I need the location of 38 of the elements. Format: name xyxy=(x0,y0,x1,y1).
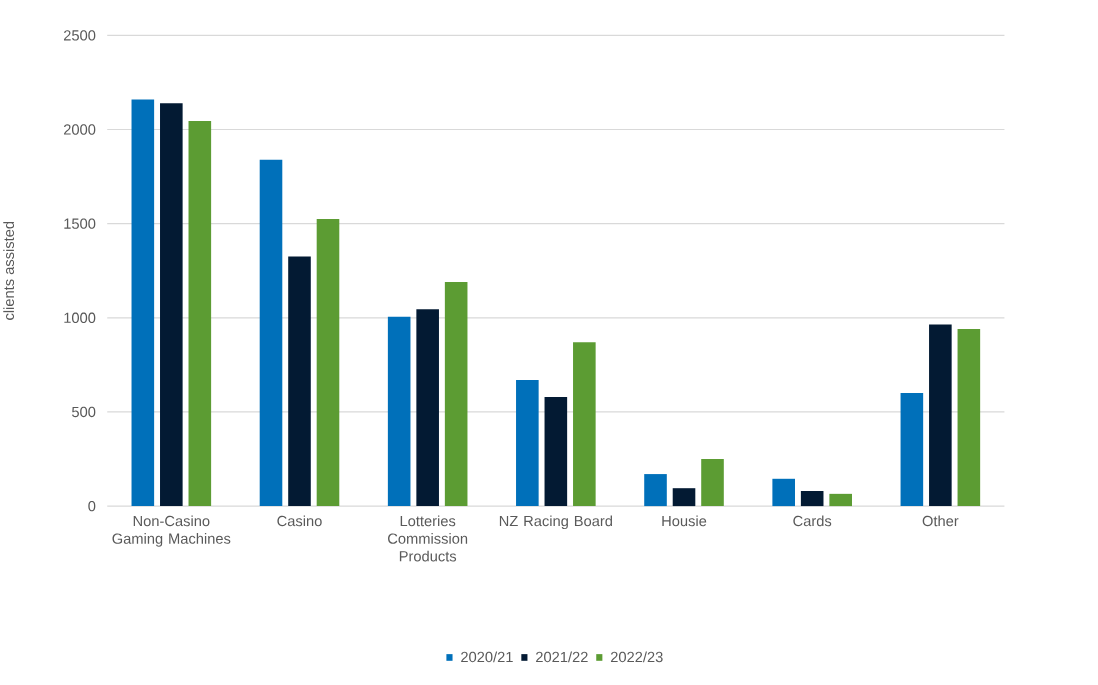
bar xyxy=(800,491,824,507)
bar xyxy=(188,121,212,507)
y-tick-label: 2000 xyxy=(63,124,96,135)
bar xyxy=(444,282,468,507)
y-tick-label: 0 xyxy=(88,500,96,512)
y-axis-title: clients assisted xyxy=(3,221,15,320)
x-tick-label: Non-Casino Gaming Machines xyxy=(112,515,231,547)
bar xyxy=(544,396,568,507)
bar xyxy=(516,379,539,507)
bar xyxy=(259,159,283,507)
y-tick-label: 500 xyxy=(72,406,96,418)
x-tick-label: Casino xyxy=(277,515,322,527)
bar xyxy=(644,474,667,507)
x-tick-label: Housie xyxy=(662,515,707,527)
bar xyxy=(772,478,795,507)
x-tick-label: Cards xyxy=(793,515,832,527)
y-tick-label: 2500 xyxy=(63,30,96,41)
x-tick-label: Lotteries Commission Products xyxy=(388,515,468,562)
y-tick-label: 1500 xyxy=(64,218,96,229)
bar xyxy=(900,393,924,507)
bar xyxy=(672,488,696,507)
bar xyxy=(316,218,340,507)
x-tick-label: NZ Racing Board xyxy=(499,515,612,530)
bar xyxy=(829,493,852,507)
bar xyxy=(573,342,596,507)
bar xyxy=(387,316,411,507)
bar xyxy=(957,329,981,507)
bar xyxy=(131,99,155,507)
bar xyxy=(929,324,952,507)
bar xyxy=(416,309,439,507)
legend-label: 2021/22 xyxy=(536,651,588,663)
y-tick-label: 1000 xyxy=(64,312,96,324)
bar xyxy=(160,103,183,507)
legend-label: 2020/21 xyxy=(461,651,513,663)
x-tick-label: Other xyxy=(922,515,959,527)
legend-label: 2022/23 xyxy=(610,651,663,663)
bar xyxy=(288,256,311,507)
bar xyxy=(701,459,724,507)
